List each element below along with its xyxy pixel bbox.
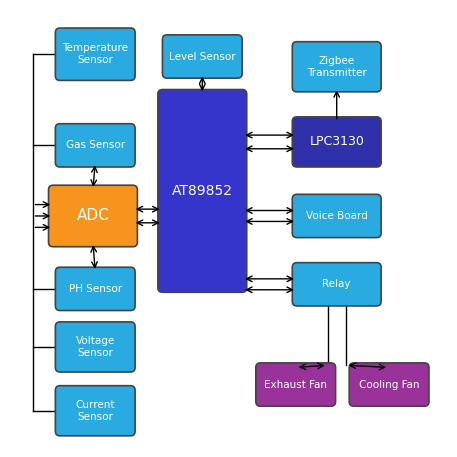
FancyBboxPatch shape	[292, 263, 381, 306]
FancyBboxPatch shape	[55, 386, 135, 436]
Text: Cooling Fan: Cooling Fan	[359, 380, 420, 389]
Text: Voice Board: Voice Board	[306, 211, 367, 221]
Text: Temperature
Sensor: Temperature Sensor	[62, 43, 128, 65]
Text: Exhaust Fan: Exhaust Fan	[264, 380, 327, 389]
FancyBboxPatch shape	[55, 267, 135, 310]
FancyBboxPatch shape	[292, 42, 381, 92]
Text: AT89852: AT89852	[172, 184, 233, 198]
FancyBboxPatch shape	[292, 117, 381, 167]
Text: ADC: ADC	[77, 208, 109, 223]
Text: Voltage
Sensor: Voltage Sensor	[75, 336, 115, 358]
FancyBboxPatch shape	[48, 185, 138, 247]
Text: Current
Sensor: Current Sensor	[75, 400, 115, 421]
Text: LPC3130: LPC3130	[309, 135, 364, 149]
FancyBboxPatch shape	[162, 35, 242, 78]
FancyBboxPatch shape	[256, 363, 335, 406]
FancyBboxPatch shape	[158, 90, 247, 292]
Text: Zigbee
Transmitter: Zigbee Transmitter	[307, 56, 367, 78]
Text: PH Sensor: PH Sensor	[69, 284, 122, 294]
FancyBboxPatch shape	[55, 124, 135, 167]
Text: Level Sensor: Level Sensor	[169, 52, 236, 62]
FancyBboxPatch shape	[55, 322, 135, 372]
FancyBboxPatch shape	[292, 194, 381, 238]
Text: Relay: Relay	[323, 279, 351, 289]
FancyBboxPatch shape	[349, 363, 429, 406]
FancyBboxPatch shape	[55, 28, 135, 80]
Text: Gas Sensor: Gas Sensor	[66, 140, 125, 150]
